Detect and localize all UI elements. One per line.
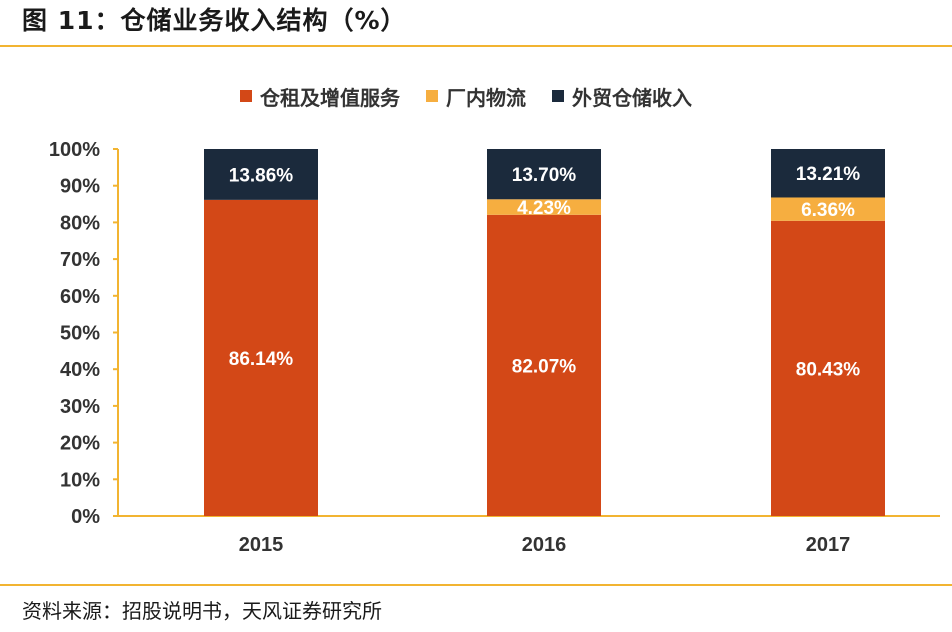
y-tick-label: 80% [60, 212, 100, 234]
legend-label-factory: 厂内物流 [446, 85, 526, 110]
legend-label-rent: 仓租及增值服务 [260, 85, 400, 110]
source-divider [0, 584, 952, 586]
y-tick-label: 0% [71, 506, 100, 528]
y-tick-label: 20% [60, 433, 100, 455]
figure-source: 资料来源：招股说明书，天风证券研究所 [22, 599, 382, 623]
title-divider [0, 45, 952, 47]
y-tick-label: 30% [60, 396, 100, 418]
stacked-bar-chart: 0% 10% 20% 30% 40% 50% 60% 70% 80% 90% 100% 86.14% 1… [49, 139, 940, 556]
bar-segment [771, 197, 885, 221]
data-label: 82.07% [512, 356, 577, 377]
x-tick-label: 2015 [239, 534, 284, 556]
x-tick-label: 2016 [522, 534, 567, 556]
y-tick-label: 60% [60, 286, 100, 308]
legend-swatch-rent [240, 90, 252, 102]
legend-swatch-trade [552, 90, 564, 102]
legend-item-factory: 厂内物流 [426, 82, 526, 111]
data-label: 13.21% [796, 164, 861, 185]
bar-segment [771, 220, 885, 516]
y-tick-label: 90% [60, 176, 100, 198]
bar-segment [771, 149, 885, 198]
bar-segment [204, 199, 318, 516]
chart-legend: 仓租及增值服务 厂内物流 外贸仓储收入 [240, 81, 692, 111]
bar-segment [204, 149, 318, 200]
y-tick-label: 50% [60, 323, 100, 345]
legend-swatch-factory [426, 90, 438, 102]
y-tick-label: 40% [60, 359, 100, 381]
data-label: 86.14% [229, 349, 294, 370]
data-label: 80.43% [796, 359, 861, 380]
figure-title: 图 11：仓储业务收入结构（%） [22, 6, 407, 35]
y-tick-label: 10% [60, 469, 100, 491]
bar-segment [487, 199, 601, 215]
legend-item-trade: 外贸仓储收入 [552, 82, 692, 111]
data-label: 4.23% [517, 198, 571, 219]
y-tick-label: 70% [60, 249, 100, 271]
bar-segment [487, 214, 601, 516]
x-tick-label: 2017 [806, 534, 851, 556]
data-label: 13.70% [512, 165, 577, 186]
bar-segment [487, 149, 601, 200]
y-tick-label: 100% [49, 139, 100, 161]
data-label: 6.36% [801, 200, 855, 221]
legend-item-rent: 仓租及增值服务 [240, 82, 400, 111]
legend-label-trade: 外贸仓储收入 [572, 85, 692, 110]
data-label: 13.86% [229, 165, 294, 186]
